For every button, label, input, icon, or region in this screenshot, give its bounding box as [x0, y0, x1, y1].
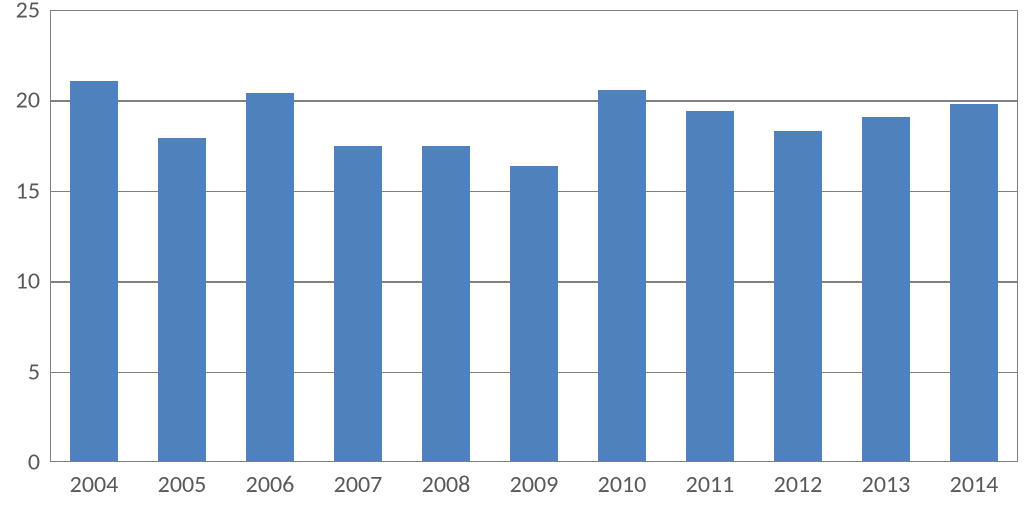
y-tick-label: 25	[0, 0, 40, 25]
y-tick-label: 5	[0, 357, 40, 386]
bar	[686, 111, 734, 462]
bar	[246, 93, 294, 462]
x-tick-label: 2008	[402, 470, 490, 499]
x-tick-label: 2014	[930, 470, 1018, 499]
x-tick-label: 2009	[490, 470, 578, 499]
x-tick-label: 2004	[50, 470, 138, 499]
bar	[598, 90, 646, 462]
x-tick-label: 2007	[314, 470, 402, 499]
plot-area	[50, 10, 1018, 462]
bars	[50, 10, 1018, 462]
bar	[950, 104, 998, 462]
bar	[510, 166, 558, 463]
x-tick-label: 2005	[138, 470, 226, 499]
y-tick-label: 0	[0, 448, 40, 477]
bar	[334, 146, 382, 462]
x-tick-label: 2013	[842, 470, 930, 499]
bar-chart: 0510152025 20042005200620072008200920102…	[0, 0, 1024, 509]
bar	[774, 131, 822, 462]
x-tick-label: 2010	[578, 470, 666, 499]
x-tick-label: 2011	[666, 470, 754, 499]
y-tick-label: 20	[0, 86, 40, 115]
x-tick-label: 2012	[754, 470, 842, 499]
y-tick-label: 15	[0, 176, 40, 205]
bar	[158, 138, 206, 462]
x-tick-label: 2006	[226, 470, 314, 499]
bar	[422, 146, 470, 462]
y-tick-label: 10	[0, 267, 40, 296]
bar	[862, 117, 910, 462]
bar	[70, 81, 118, 462]
